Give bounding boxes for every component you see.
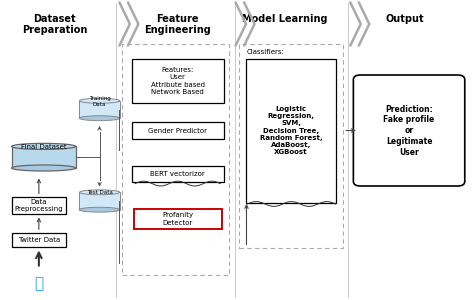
FancyBboxPatch shape xyxy=(79,101,119,118)
Text: Profanity
Detector: Profanity Detector xyxy=(162,212,193,226)
FancyBboxPatch shape xyxy=(11,197,66,214)
FancyBboxPatch shape xyxy=(353,75,465,186)
Ellipse shape xyxy=(11,165,75,171)
Text: Classifiers:: Classifiers: xyxy=(246,50,284,56)
Text: Training
Data: Training Data xyxy=(89,96,110,107)
Text: Dataset
Preparation: Dataset Preparation xyxy=(22,14,87,35)
FancyBboxPatch shape xyxy=(11,233,66,247)
Ellipse shape xyxy=(79,98,119,103)
Text: Test Data: Test Data xyxy=(87,190,112,195)
Text: Prediction:
Fake profile
or
Legitimate
User: Prediction: Fake profile or Legitimate U… xyxy=(383,104,435,157)
FancyBboxPatch shape xyxy=(79,192,119,210)
FancyBboxPatch shape xyxy=(134,209,221,229)
Text: Features:
User
Attribute based
Network Based: Features: User Attribute based Network B… xyxy=(151,67,205,95)
FancyBboxPatch shape xyxy=(131,122,224,139)
Ellipse shape xyxy=(79,116,119,121)
FancyBboxPatch shape xyxy=(11,146,75,168)
Text: BERT vectorizor: BERT vectorizor xyxy=(150,171,205,177)
Ellipse shape xyxy=(79,190,119,195)
Text: Output: Output xyxy=(386,14,425,23)
Text: Logistic
Regression,
SVM,
Decision Tree,
Random Forest,
AdaBoost,
XGBoost: Logistic Regression, SVM, Decision Tree,… xyxy=(260,106,322,155)
Ellipse shape xyxy=(11,143,75,149)
Text: Data
Preprocessing: Data Preprocessing xyxy=(15,199,63,212)
FancyBboxPatch shape xyxy=(131,59,224,103)
FancyBboxPatch shape xyxy=(246,58,336,202)
FancyBboxPatch shape xyxy=(131,166,224,182)
Text: 🐦: 🐦 xyxy=(34,276,44,291)
Text: Model Learning: Model Learning xyxy=(242,14,327,23)
Bar xyxy=(239,44,343,247)
Text: Twitter Data: Twitter Data xyxy=(18,237,60,243)
Text: Feature
Engineering: Feature Engineering xyxy=(145,14,211,35)
Text: Final Dataset: Final Dataset xyxy=(21,144,66,150)
Text: Gender Predictor: Gender Predictor xyxy=(148,128,207,134)
Ellipse shape xyxy=(79,207,119,212)
Bar xyxy=(122,44,229,274)
